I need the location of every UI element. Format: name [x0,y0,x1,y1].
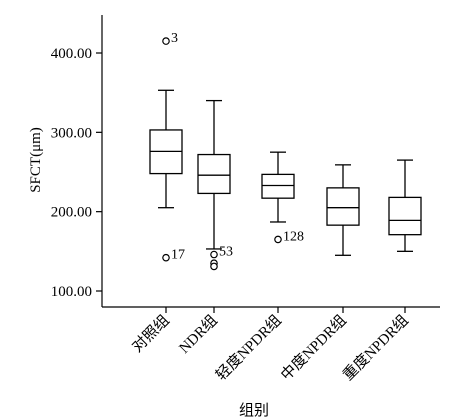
x-tick-label: 中度NPDR组 [278,312,350,384]
outlier-label: 128 [283,229,304,244]
y-axis-title: SFCT(μm) [28,127,44,193]
outlier-point [162,253,170,262]
outlier-point [162,37,170,45]
box-group: 3 17 [149,31,185,263]
outlier-label: 53 [219,245,233,260]
boxes: 3 17 53 128 [149,31,422,271]
axes [101,15,440,308]
outlier-label: 17 [171,248,185,263]
x-tick-label: NDR组 [176,312,221,357]
box-group: 53 [197,99,233,271]
x-tick-label: 对照组 [129,312,173,356]
box-group: 128 [261,151,304,244]
outlier-point [210,250,218,259]
y-tick-label: 200.00 [51,205,92,221]
y-tick-label: 400.00 [51,46,92,62]
box-group [388,159,422,252]
box [388,196,422,236]
x-tick-label: 重度NPDR组 [340,312,412,384]
box [197,153,231,195]
outlier-point [274,235,282,244]
outlier-point [210,262,218,271]
y-tick-label: 100.00 [51,284,92,300]
y-axis-ticks: 100.00 200.00 300.00 400.00 [51,46,102,300]
box-group [326,164,360,256]
x-axis-title: 组别 [239,402,269,419]
box [326,187,360,226]
x-tick-label: 轻度NPDR组 [213,312,285,384]
box [261,173,295,199]
y-tick-label: 300.00 [51,125,92,141]
outlier-label: 3 [171,31,178,46]
